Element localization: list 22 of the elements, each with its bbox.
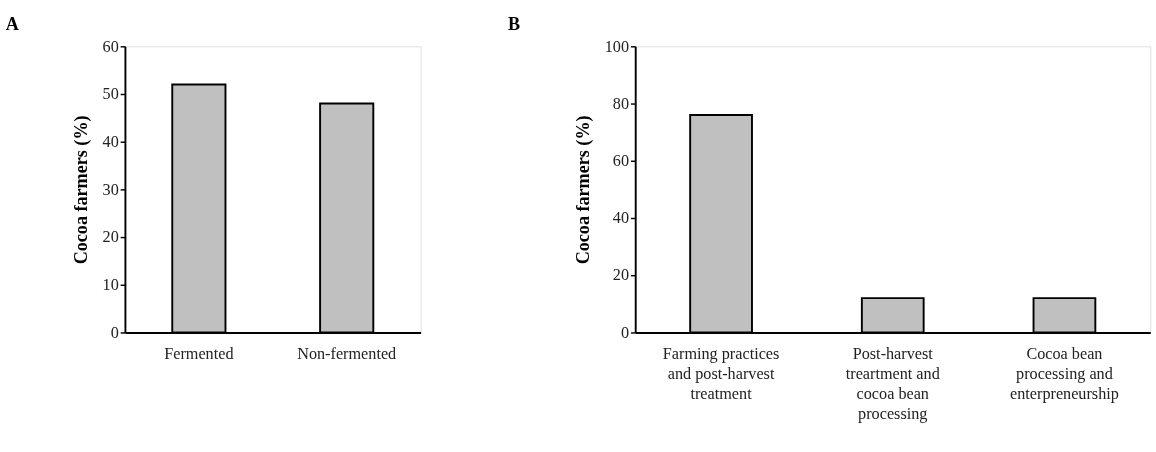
chart-title: A bbox=[5, 14, 19, 35]
x-tick-label: Fermented bbox=[164, 344, 234, 363]
x-tick-label: Post-harvest treartment and cocoa bean processing bbox=[845, 344, 940, 423]
chart-title: B bbox=[507, 14, 520, 35]
y-tick-label: 10 bbox=[102, 276, 119, 295]
y-tick-label: 20 bbox=[102, 228, 119, 247]
x-tick-label: Non-fermented bbox=[297, 344, 397, 363]
y-tick-label: 100 bbox=[604, 37, 630, 56]
y-tick-label: 40 bbox=[102, 132, 119, 151]
y-tick-label: 60 bbox=[612, 152, 630, 171]
y-tick-label: 0 bbox=[620, 323, 630, 342]
y-tick-label: 30 bbox=[102, 180, 119, 199]
y-tick-label: 80 bbox=[612, 94, 630, 113]
y-tick-label: 50 bbox=[102, 85, 119, 104]
x-tick-label: Farming practices and post-harvest treatment bbox=[662, 344, 780, 403]
x-tick-label: Cocoa bean processing and enterpreneurship bbox=[1010, 344, 1119, 403]
y-axis-title: Cocoa farmers (%) bbox=[573, 115, 595, 265]
y-tick-label: 20 bbox=[612, 266, 630, 285]
y-axis-title: Cocoa farmers (%) bbox=[71, 115, 93, 265]
y-tick-label: 60 bbox=[102, 37, 119, 56]
y-tick-label: 40 bbox=[612, 209, 630, 228]
y-tick-label: 0 bbox=[110, 323, 119, 342]
